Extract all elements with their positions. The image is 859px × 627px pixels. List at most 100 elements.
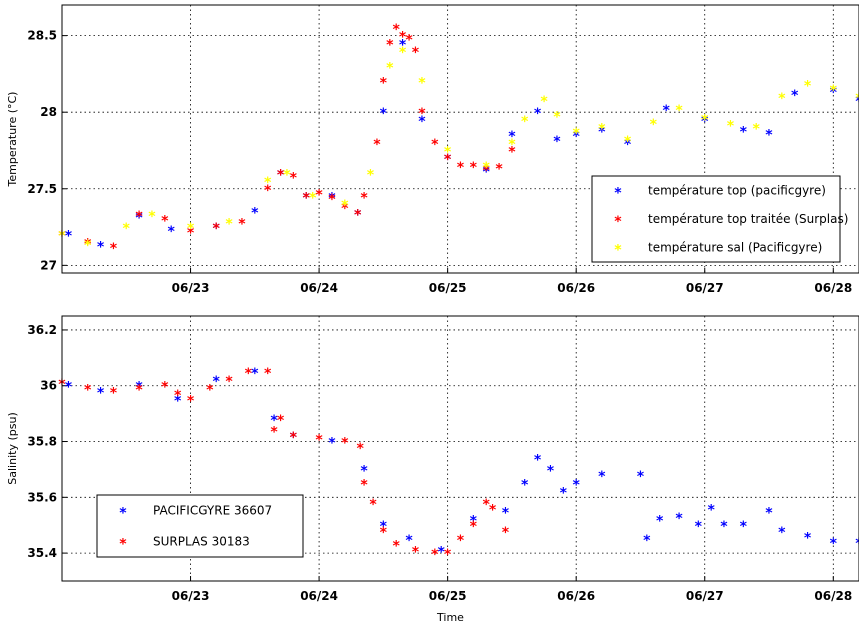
data-point: * xyxy=(765,128,773,144)
legend-box xyxy=(591,175,841,263)
data-point: * xyxy=(636,469,644,485)
data-point: * xyxy=(482,497,490,513)
data-point: * xyxy=(431,137,439,153)
x-tick-label: 06/25 xyxy=(429,281,467,295)
x-tick-label: 06/27 xyxy=(686,589,724,603)
data-point: * xyxy=(109,241,117,257)
data-point: * xyxy=(212,221,220,237)
data-point: * xyxy=(270,413,278,429)
data-point: * xyxy=(443,144,451,160)
data-point: * xyxy=(501,505,509,521)
data-point: * xyxy=(437,544,445,560)
data-point: * xyxy=(328,192,336,208)
legend-marker: * xyxy=(119,537,127,553)
data-point: * xyxy=(64,380,72,396)
data-point: * xyxy=(675,511,683,527)
data-point: * xyxy=(283,167,291,183)
data-point: * xyxy=(598,469,606,485)
data-point: * xyxy=(122,221,130,237)
data-point: * xyxy=(379,76,387,92)
data-point: * xyxy=(521,477,529,493)
data-point: * xyxy=(855,536,859,552)
data-point: * xyxy=(315,433,323,449)
data-point: * xyxy=(443,152,451,168)
data-point: * xyxy=(135,210,143,226)
legend-marker: * xyxy=(614,214,622,230)
data-point: * xyxy=(495,161,503,177)
data-point: * xyxy=(212,221,220,237)
y-tick-label: 36 xyxy=(40,379,57,393)
data-point: * xyxy=(289,171,297,187)
legend-marker: * xyxy=(614,185,622,201)
data-point: * xyxy=(96,385,104,401)
data-point: * xyxy=(553,134,561,150)
data-point: * xyxy=(469,519,477,535)
data-point: * xyxy=(623,137,631,153)
data-point: * xyxy=(83,238,91,254)
data-point: * xyxy=(508,137,516,153)
data-point: * xyxy=(431,547,439,563)
data-point: * xyxy=(829,85,837,101)
data-point: * xyxy=(109,385,117,401)
data-point: * xyxy=(135,383,143,399)
y-tick-label: 35.8 xyxy=(27,435,57,449)
data-point: * xyxy=(379,519,387,535)
legend-entry: PACIFICGYRE 36607 xyxy=(153,504,272,518)
data-point: * xyxy=(533,106,541,122)
data-point: * xyxy=(225,374,233,390)
data-point: * xyxy=(418,114,426,130)
data-point: * xyxy=(379,525,387,541)
series-2: ******************************** xyxy=(58,45,859,254)
legend-entry: température top (pacificgyre) xyxy=(648,183,826,197)
data-point: * xyxy=(161,213,169,229)
series-0: ********************************** xyxy=(64,366,859,561)
y-tick-label: 28 xyxy=(40,105,57,119)
data-point: * xyxy=(778,91,786,107)
data-point: * xyxy=(135,380,143,396)
data-point: * xyxy=(341,198,349,214)
data-point: * xyxy=(360,190,368,206)
data-point: * xyxy=(328,436,336,452)
data-point: * xyxy=(263,366,271,382)
data-point: * xyxy=(251,206,259,222)
data-point: * xyxy=(360,477,368,493)
data-point: * xyxy=(315,187,323,203)
data-point: * xyxy=(212,374,220,390)
data-point: * xyxy=(167,224,175,240)
data-point: * xyxy=(675,103,683,119)
data-point: * xyxy=(553,109,561,125)
data-point: * xyxy=(308,190,316,206)
data-point: * xyxy=(701,114,709,130)
legend-marker: * xyxy=(119,506,127,522)
data-point: * xyxy=(572,477,580,493)
temperature-panel: 06/23 06/24 06/25 06/26 06/27 06/28 27 27.5 28 28… xyxy=(6,4,859,295)
data-point: * xyxy=(456,533,464,549)
data-point: * xyxy=(598,122,606,138)
data-point: * xyxy=(302,190,310,206)
data-point: * xyxy=(360,463,368,479)
data-point: * xyxy=(778,525,786,541)
data-point: * xyxy=(508,144,516,160)
data-point: * xyxy=(83,236,91,252)
data-point: * xyxy=(392,22,400,38)
data-point: * xyxy=(341,201,349,217)
x-tick-label: 06/24 xyxy=(300,281,338,295)
data-point: * xyxy=(238,216,246,232)
data-point: * xyxy=(643,533,651,549)
data-point: * xyxy=(533,452,541,468)
y-tick-label: 27 xyxy=(40,258,57,272)
data-point: * xyxy=(829,83,837,99)
data-point: * xyxy=(289,430,297,446)
data-point: * xyxy=(405,33,413,49)
data-point: * xyxy=(328,190,336,206)
series-1: * * * * ** **** **** * * ***** * * ****** xyxy=(58,366,510,563)
salinity-panel: 06/23 06/24 06/25 06/26 06/27 06/28 35.4 35.6 35… xyxy=(6,315,859,624)
data-point: * xyxy=(482,160,490,176)
data-point: * xyxy=(356,441,364,457)
legend-box xyxy=(96,494,304,558)
data-point: * xyxy=(540,94,548,110)
data-point: * xyxy=(225,216,233,232)
data-point: * xyxy=(276,167,284,183)
data-point: * xyxy=(148,209,156,225)
x-tick-label: 06/26 xyxy=(557,281,595,295)
